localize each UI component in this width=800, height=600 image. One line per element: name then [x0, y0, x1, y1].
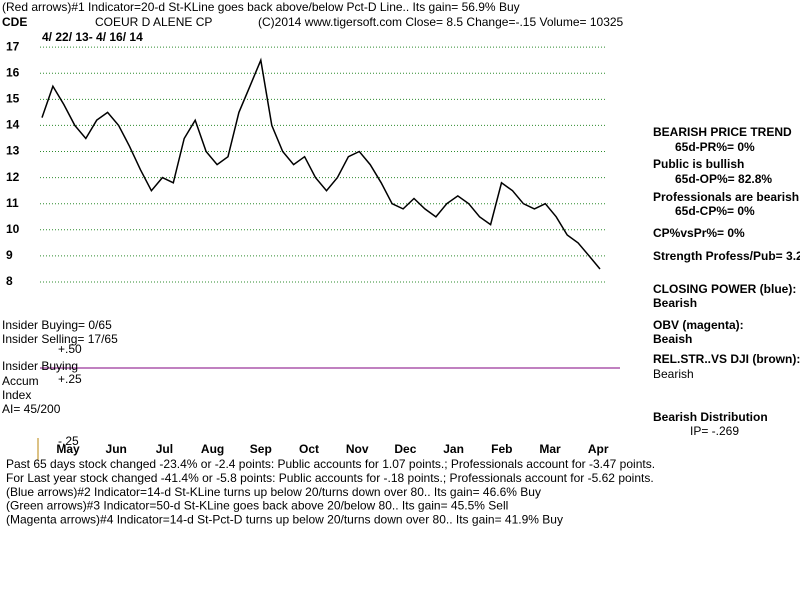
ticker: CDE [2, 15, 27, 29]
side-text: 65d-PR%= 0% [675, 140, 755, 154]
side-text: Bearish [653, 367, 694, 381]
x-tick-label: May [56, 442, 80, 456]
footer-text: For Last year stock changed -41.4% or -5… [6, 471, 654, 485]
side-text: 65d-CP%= 0% [675, 204, 755, 218]
left-text: Index [2, 388, 31, 402]
y-tick-label: 8 [6, 274, 13, 288]
x-tick-label: Mar [539, 442, 561, 456]
footer-text: Past 65 days stock changed -23.4% or -2.… [6, 457, 655, 471]
x-tick-label: Nov [346, 442, 369, 456]
side-text: Bearish Distribution [653, 410, 768, 424]
info: (C)2014 www.tigersoft.com Close= 8.5 Cha… [258, 15, 624, 29]
left-text: Accum [2, 374, 39, 388]
y-tick-label: 14 [6, 118, 20, 132]
header-line: (Red arrows)#1 Indicator=20-d St-KLine g… [2, 0, 520, 14]
date-range: 4/ 22/ 13- 4/ 16/ 14 [42, 30, 143, 44]
side-text: IP= -.269 [690, 424, 739, 438]
y-tick-label: 16 [6, 65, 20, 79]
side-text: CP%vsPr%= 0% [653, 226, 745, 240]
left-text: -.25 [58, 434, 79, 448]
side-text: 65d-OP%= 82.8% [675, 172, 772, 186]
y-tick-label: 17 [6, 39, 20, 53]
side-text: CLOSING POWER (blue): [653, 282, 796, 296]
left-text: Insider Buying [2, 359, 78, 373]
left-text: +.50 [58, 342, 82, 356]
footer-text: (Blue arrows)#2 Indicator=14-d St-KLine … [6, 485, 541, 499]
x-tick-label: Aug [201, 442, 224, 456]
side-text: BEARISH PRICE TREND [653, 125, 792, 139]
y-tick-label: 10 [6, 222, 20, 236]
price-line [41, 57, 601, 270]
x-tick-label: Oct [299, 442, 319, 456]
y-tick-label: 9 [6, 248, 13, 262]
y-tick-label: 11 [6, 196, 19, 210]
x-tick-label: Jan [443, 442, 464, 456]
footer-text: (Green arrows)#3 Indicator=50-d St-KLine… [6, 499, 508, 513]
left-text: Insider Buying= 0/65 [2, 318, 112, 332]
footer-text: (Magenta arrows)#4 Indicator=14-d St-Pct… [6, 512, 563, 526]
side-text: Public is bullish [653, 157, 744, 171]
side-text: REL.STR..VS DJI (brown): [653, 352, 800, 366]
y-tick-label: 12 [6, 170, 20, 184]
left-text: Insider Selling= 17/65 [2, 332, 118, 346]
x-tick-label: Jul [156, 442, 173, 456]
side-text: OBV (magenta): [653, 318, 744, 332]
x-tick-label: Jun [106, 442, 127, 456]
side-text: Strength Profess/Pub= 3.2 [653, 249, 800, 263]
side-text: Professionals are bearish [653, 190, 799, 204]
y-tick-label: 13 [6, 144, 20, 158]
left-text: AI= 45/200 [2, 402, 61, 416]
x-tick-label: Dec [394, 442, 416, 456]
x-tick-label: Feb [491, 442, 512, 456]
side-text: Beaish [653, 332, 692, 346]
company: COEUR D ALENE CP [95, 15, 212, 29]
left-text: +.25 [58, 372, 82, 386]
x-tick-label: Sep [250, 442, 272, 456]
side-text: Bearish [653, 296, 697, 310]
x-tick-label: Apr [588, 442, 609, 456]
y-tick-label: 15 [6, 92, 20, 106]
